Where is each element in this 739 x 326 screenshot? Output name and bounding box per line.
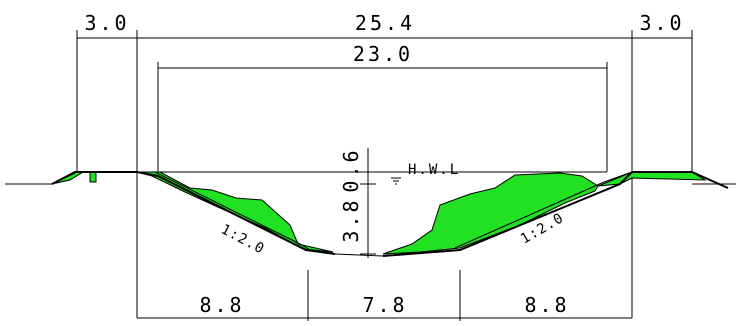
vertical-dimension bbox=[360, 148, 376, 258]
label-freeboard: 0.6 bbox=[339, 147, 363, 192]
fill-left-post bbox=[89, 171, 97, 183]
channel-outline bbox=[51, 171, 729, 257]
label-bottom-right: 8.8 bbox=[524, 293, 569, 317]
top-dimension-lines bbox=[76, 30, 693, 318]
label-top-right: 3.0 bbox=[639, 11, 684, 35]
bottom-dimension-lines bbox=[137, 270, 632, 321]
channel-left-slope bbox=[51, 171, 336, 255]
fill-right-crest bbox=[597, 171, 707, 187]
label-bottom-middle: 7.8 bbox=[362, 293, 407, 317]
hwl-label: H.W.L bbox=[408, 162, 460, 178]
channel-right-offset bbox=[454, 171, 633, 249]
fill-areas bbox=[51, 171, 707, 255]
label-bottom-left: 8.8 bbox=[199, 293, 244, 317]
channel-right-slope bbox=[382, 171, 729, 257]
label-depth: 3.8 bbox=[339, 197, 363, 242]
channel-bed bbox=[334, 253, 384, 257]
label-top-left: 3.0 bbox=[84, 11, 129, 35]
label-top-inner: 23.0 bbox=[353, 42, 413, 66]
channel-left-offset bbox=[137, 171, 311, 251]
fill-right-slope bbox=[382, 172, 599, 255]
label-top-total: 25.4 bbox=[355, 11, 415, 35]
